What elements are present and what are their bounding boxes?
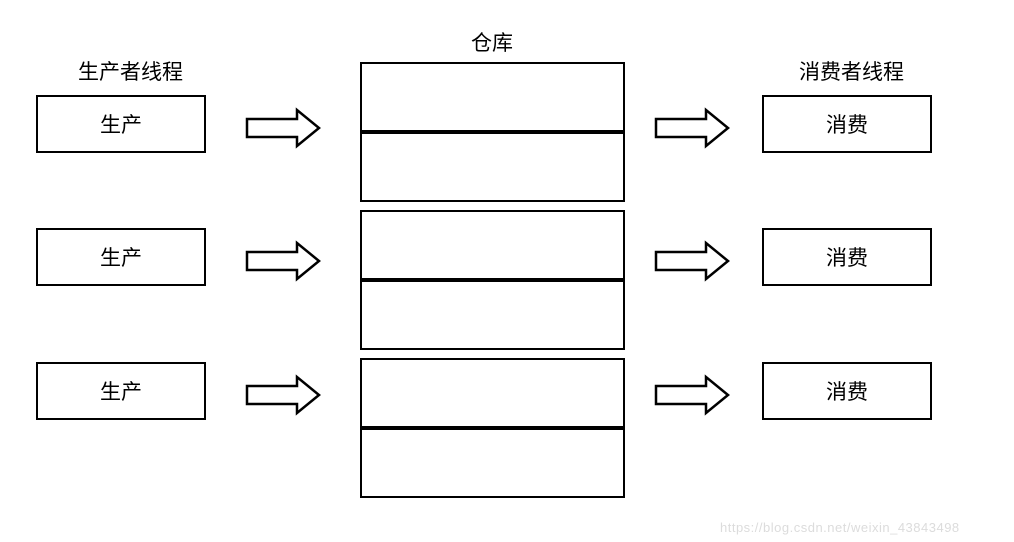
arrow-right-icon: [243, 239, 323, 283]
arrow-right-icon: [243, 106, 323, 150]
producer-header: 生产者线程: [78, 56, 183, 86]
producer-box: 生产: [36, 95, 206, 153]
arrow-right-icon: [652, 106, 732, 150]
consumer-box: 消费: [762, 228, 932, 286]
consumer-header: 消费者线程: [799, 56, 904, 86]
consumer-box: 消费: [762, 362, 932, 420]
warehouse-header: 仓库: [471, 27, 513, 57]
arrow-right-icon: [652, 239, 732, 283]
arrow-right-icon: [652, 373, 732, 417]
producer-box: 生产: [36, 362, 206, 420]
warehouse-slot: [360, 210, 625, 280]
producer-box: 生产: [36, 228, 206, 286]
warehouse-slot: [360, 428, 625, 498]
warehouse-slot: [360, 132, 625, 202]
diagram-canvas: 生产者线程 仓库 消费者线程 生产 生产 生产 消费 消费 消费 https:/…: [0, 0, 1014, 542]
warehouse-slot: [360, 280, 625, 350]
watermark: https://blog.csdn.net/weixin_43843498: [720, 520, 960, 535]
warehouse-slot: [360, 358, 625, 428]
consumer-box: 消费: [762, 95, 932, 153]
warehouse-slot: [360, 62, 625, 132]
arrow-right-icon: [243, 373, 323, 417]
